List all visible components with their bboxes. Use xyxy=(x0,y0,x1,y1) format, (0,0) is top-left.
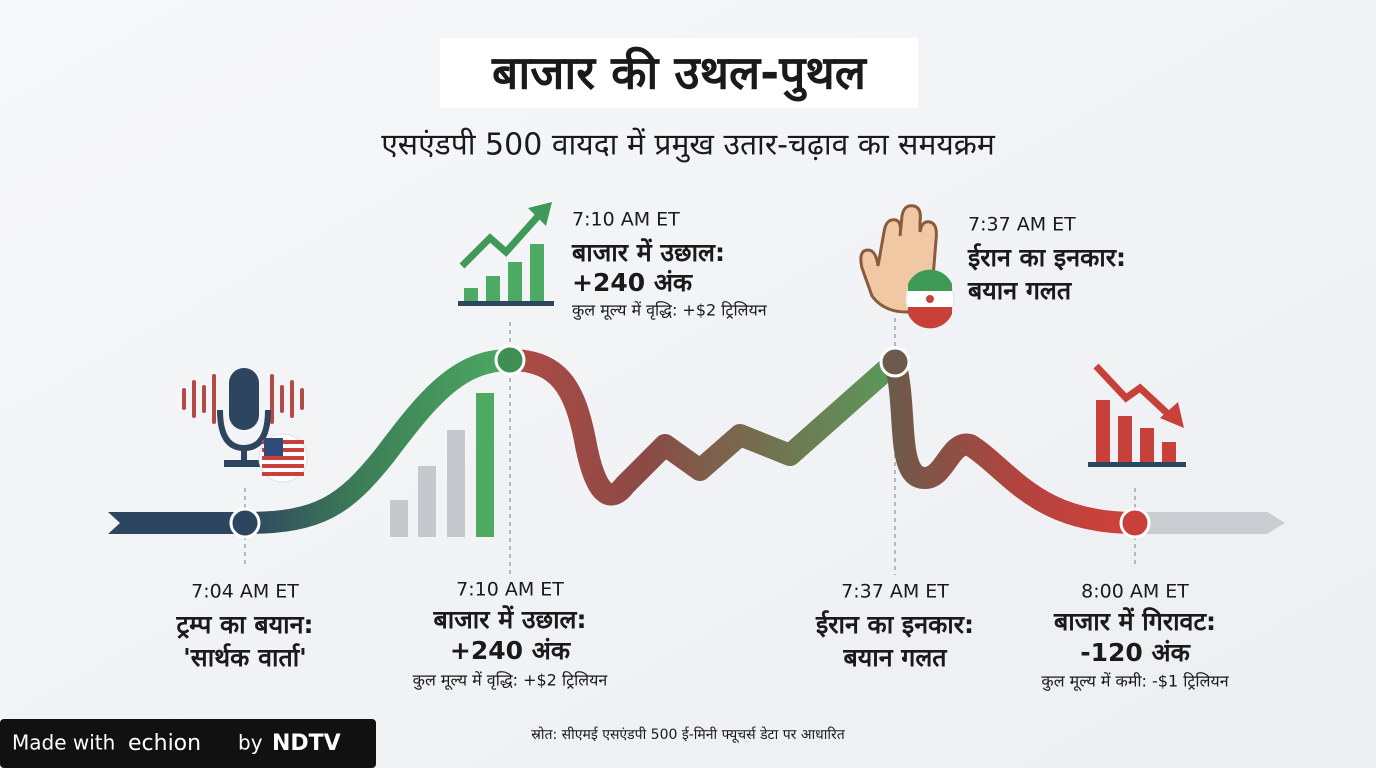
title: बाजार की उथल-पुथल xyxy=(491,46,868,103)
event-line: +240 अंक xyxy=(450,636,572,665)
event-line: बयान गलत xyxy=(842,643,948,672)
event-time: 7:04 AM ET xyxy=(191,581,299,603)
event-time: 7:10 AM ET xyxy=(456,579,564,601)
timeline xyxy=(108,349,1285,534)
event-time: 7:37 AM ET xyxy=(841,581,949,603)
event-line: ट्रम्प का बयान: xyxy=(176,610,314,639)
callout-time: 7:10 AM ET xyxy=(572,209,680,231)
callout: 7:10 AM ET बाजार में उछाल: +240 अंक कुल … xyxy=(571,209,768,321)
event-line: बाजार में उछाल: xyxy=(432,605,586,634)
decline-icon xyxy=(1088,363,1186,467)
callout-time: 7:37 AM ET xyxy=(968,214,1076,236)
made-with: Made with xyxy=(12,731,115,755)
callout-line: ईरान का इनकार: xyxy=(967,243,1126,272)
callout-line: बाजार में उछाल: xyxy=(571,238,725,267)
rise-bars xyxy=(390,393,494,537)
footer-badge: Made with echion by NDTV xyxy=(0,719,376,768)
callout: 7:37 AM ET ईरान का इनकार: बयान गलत xyxy=(967,214,1126,306)
event-note: कुल मूल्य में वृद्धि: +$2 ट्रिलियन xyxy=(413,671,609,691)
subtitle: एसएंडपी 500 वायदा में प्रमुख उतार-चढ़ाव … xyxy=(381,128,996,164)
event-note: कुल मूल्य में कमी: -$1 ट्रिलियन xyxy=(1041,672,1229,692)
callout-line: बयान गलत xyxy=(967,276,1073,305)
hand-icon xyxy=(859,204,955,329)
publisher: NDTV xyxy=(272,731,341,756)
callout-note: कुल मूल्य में वृद्धि: +$2 ट्रिलियन xyxy=(572,301,768,321)
growth-icon xyxy=(458,202,554,306)
title-box xyxy=(440,38,918,108)
event-line: ईरान का इनकार: xyxy=(815,610,974,639)
callout-line: +240 अंक xyxy=(572,268,694,297)
source: स्रोत: सीएमई एसएंडपी 500 ई-मिनी फ्यूचर्स… xyxy=(531,726,845,743)
brand: echion xyxy=(128,731,201,756)
nodes xyxy=(229,344,1151,539)
event-line: 'सार्थक वार्ता' xyxy=(183,643,307,672)
event-line: -120 अंक xyxy=(1080,638,1191,667)
microphone-icon xyxy=(182,368,308,483)
by: by xyxy=(238,731,263,755)
event-time: 8:00 AM ET xyxy=(1081,581,1189,603)
event-line: बाजार में गिरावट: xyxy=(1053,607,1216,636)
events: 7:04 AM ET ट्रम्प का बयान: 'सार्थक वार्त… xyxy=(176,579,1230,692)
